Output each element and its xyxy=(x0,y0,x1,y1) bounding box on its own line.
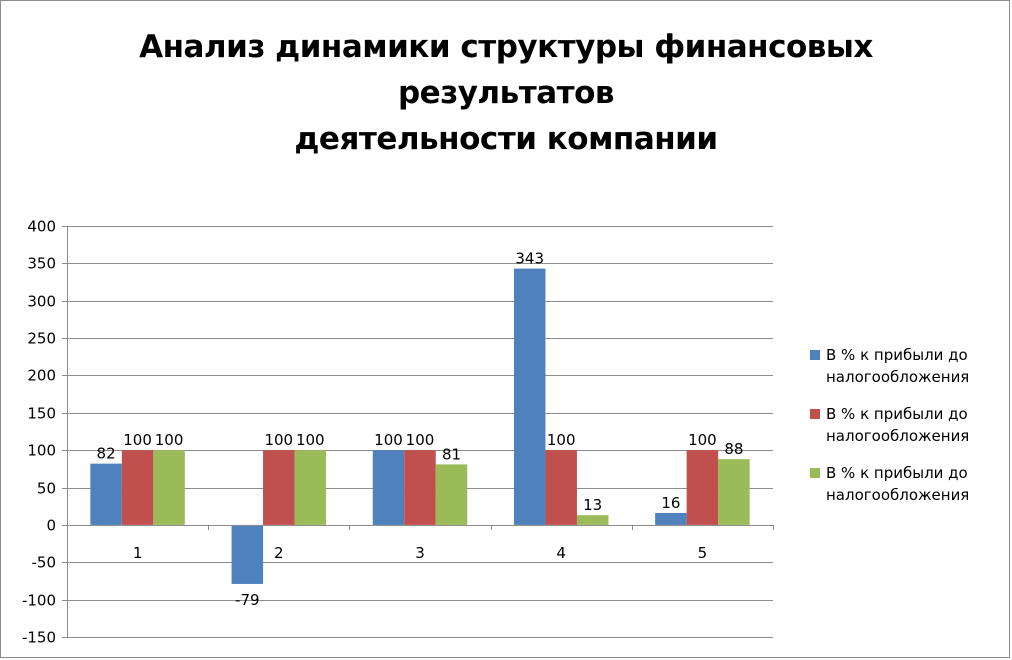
data-label: 82 xyxy=(97,445,116,463)
x-tick-label: 2 xyxy=(274,544,284,562)
chart-title: Анализ динамики структуры финансовых рез… xyxy=(0,24,1012,162)
y-tick-label: -50 xyxy=(32,554,57,572)
y-tick-label: 350 xyxy=(27,255,56,273)
data-label: 81 xyxy=(442,445,461,463)
legend-label-line-2: налогообложения xyxy=(826,368,970,386)
x-tick-label: 4 xyxy=(556,544,566,562)
bar xyxy=(655,512,687,525)
legend-label-line-1: В % к прибыли до xyxy=(826,405,968,423)
x-tick-label: 3 xyxy=(415,544,425,562)
legend-label-line-1: В % к прибыли до xyxy=(826,464,968,482)
bar xyxy=(404,450,436,525)
chart-title-line-1: Анализ динамики структуры финансовых xyxy=(139,29,873,65)
legend-label-line-2: налогообложения xyxy=(826,427,970,445)
bar xyxy=(513,268,546,525)
data-label: 100 xyxy=(264,431,293,449)
y-tick-label: 100 xyxy=(27,442,56,460)
data-label: 100 xyxy=(374,431,403,449)
y-tick-label: 0 xyxy=(46,517,56,535)
y-tick-label: 300 xyxy=(27,293,56,311)
legend-item: В % к прибыли до налогообложения xyxy=(810,344,1005,388)
legend-item: В % к прибыли до налогообложения xyxy=(810,403,1005,447)
data-label: 100 xyxy=(155,431,184,449)
legend-swatch xyxy=(810,468,820,478)
legend: В % к прибыли до налогообложения В % к п… xyxy=(810,344,1005,521)
legend-label-line-2: налогообложения xyxy=(826,486,970,504)
bar xyxy=(231,524,264,584)
data-label: -79 xyxy=(235,591,260,609)
bar xyxy=(576,515,609,525)
bar xyxy=(545,450,577,525)
y-tick-label: 400 xyxy=(27,218,56,236)
chart-title-line-2: результатов xyxy=(397,75,615,111)
y-tick-label: 250 xyxy=(27,330,56,348)
y-tick-label: 150 xyxy=(27,405,56,423)
x-tick-label: 1 xyxy=(133,544,143,562)
legend-swatch xyxy=(810,409,820,419)
data-label: 13 xyxy=(583,496,602,514)
legend-item: В % к прибыли до налогообложения xyxy=(810,462,1005,506)
y-tick-label: 200 xyxy=(27,367,56,385)
data-label: 343 xyxy=(515,250,544,268)
data-label: 100 xyxy=(123,431,152,449)
bar xyxy=(90,463,122,525)
data-label: 100 xyxy=(406,431,435,449)
data-label: 16 xyxy=(661,494,680,512)
legend-label-line-1: В % к прибыли до xyxy=(826,346,968,364)
bar xyxy=(372,450,405,525)
bar xyxy=(294,450,327,525)
y-tick-label: -100 xyxy=(22,592,56,610)
data-label: 88 xyxy=(724,440,743,458)
y-tick-label: 50 xyxy=(37,480,56,498)
data-label: 100 xyxy=(296,431,325,449)
bar xyxy=(686,450,719,525)
bar xyxy=(121,450,154,525)
y-tick-label: -150 xyxy=(22,629,56,647)
data-label: 100 xyxy=(547,431,576,449)
bar xyxy=(263,450,295,525)
bar xyxy=(435,464,468,525)
data-label: 100 xyxy=(688,431,717,449)
x-tick-label: 5 xyxy=(698,544,708,562)
chart-title-line-3: деятельности компании xyxy=(294,121,718,157)
legend-swatch xyxy=(810,350,820,360)
bar xyxy=(153,450,185,525)
bar xyxy=(718,459,750,525)
